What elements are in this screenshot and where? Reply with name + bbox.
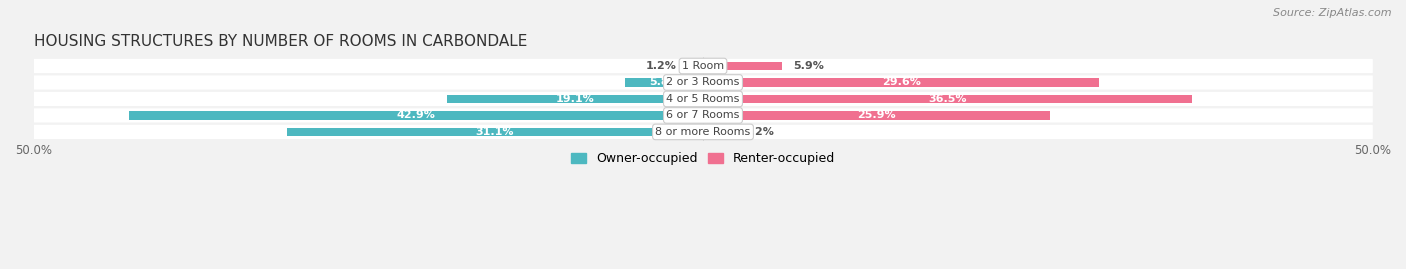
Bar <box>703 95 1192 103</box>
Text: 5.8%: 5.8% <box>648 77 679 87</box>
Text: 2.2%: 2.2% <box>744 127 775 137</box>
Text: 6 or 7 Rooms: 6 or 7 Rooms <box>666 111 740 121</box>
Bar <box>703 111 1050 120</box>
Bar <box>703 78 1099 87</box>
Text: 5.9%: 5.9% <box>793 61 824 71</box>
Bar <box>287 128 703 136</box>
FancyBboxPatch shape <box>34 59 1372 73</box>
Bar <box>128 111 703 120</box>
Text: 8 or more Rooms: 8 or more Rooms <box>655 127 751 137</box>
FancyBboxPatch shape <box>34 108 1372 122</box>
FancyBboxPatch shape <box>34 125 1372 139</box>
Text: 1.2%: 1.2% <box>645 61 676 71</box>
Bar <box>703 62 782 70</box>
Text: 1 Room: 1 Room <box>682 61 724 71</box>
Text: Source: ZipAtlas.com: Source: ZipAtlas.com <box>1274 8 1392 18</box>
Bar <box>688 62 703 70</box>
Text: 36.5%: 36.5% <box>928 94 966 104</box>
Bar <box>626 78 703 87</box>
Legend: Owner-occupied, Renter-occupied: Owner-occupied, Renter-occupied <box>567 147 839 170</box>
Text: 29.6%: 29.6% <box>882 77 921 87</box>
Text: 42.9%: 42.9% <box>396 111 436 121</box>
Bar <box>447 95 703 103</box>
Text: HOUSING STRUCTURES BY NUMBER OF ROOMS IN CARBONDALE: HOUSING STRUCTURES BY NUMBER OF ROOMS IN… <box>34 34 527 49</box>
Bar <box>703 128 733 136</box>
FancyBboxPatch shape <box>34 75 1372 90</box>
FancyBboxPatch shape <box>34 92 1372 106</box>
Text: 2 or 3 Rooms: 2 or 3 Rooms <box>666 77 740 87</box>
Text: 31.1%: 31.1% <box>475 127 515 137</box>
Text: 19.1%: 19.1% <box>555 94 595 104</box>
Text: 4 or 5 Rooms: 4 or 5 Rooms <box>666 94 740 104</box>
Text: 25.9%: 25.9% <box>858 111 896 121</box>
